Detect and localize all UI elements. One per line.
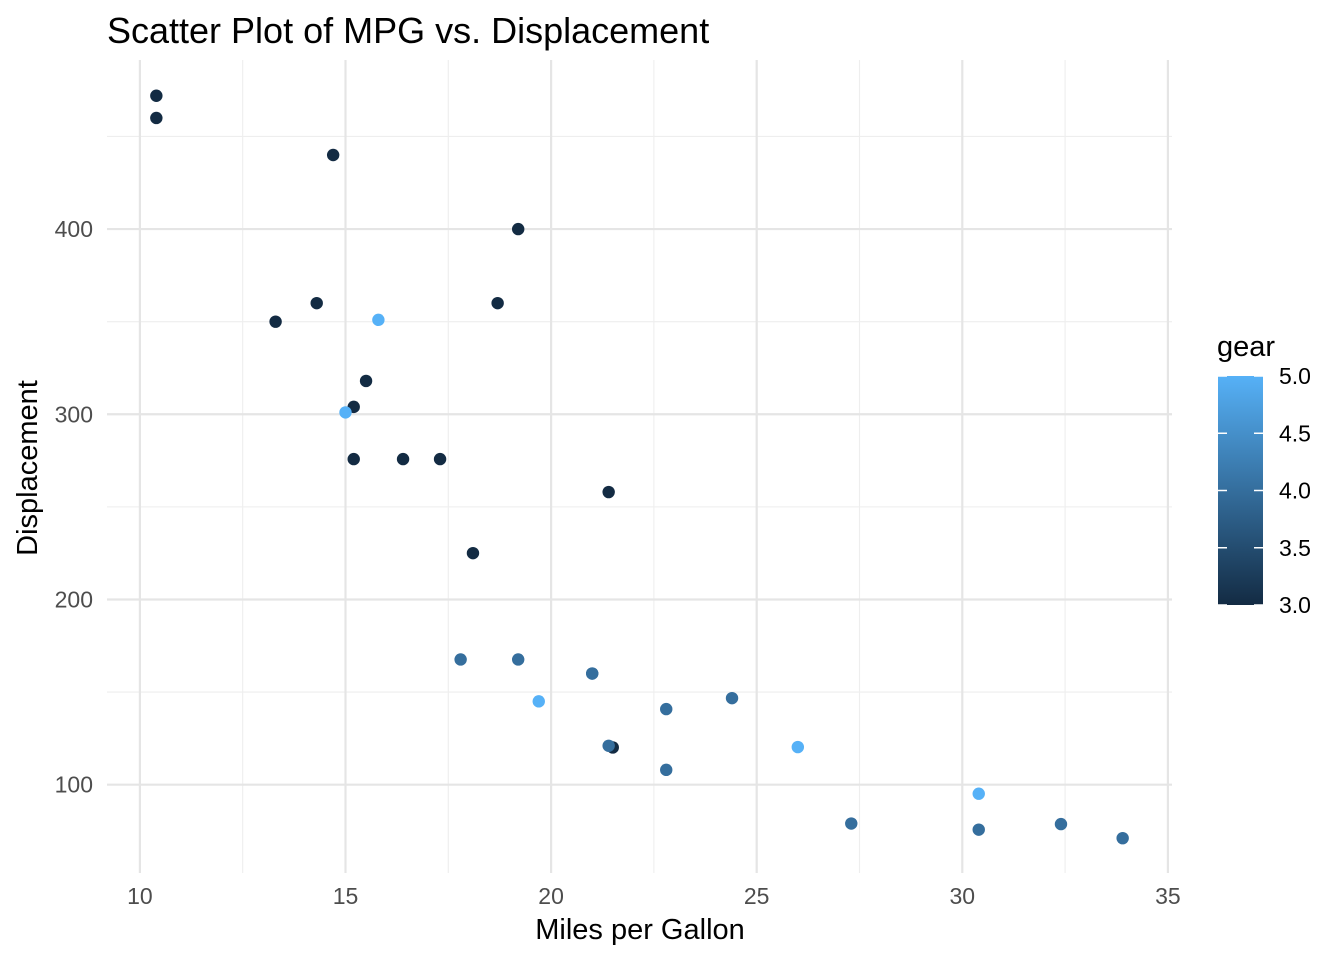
data-point [491,296,504,310]
x-tick-label: 20 [538,883,564,909]
data-point [602,739,615,752]
legend-tick-labels: 3.0 3.5 4.0 4.5 5.0 [1218,363,1311,618]
minor-gridlines [107,60,1172,873]
data-point [511,222,525,236]
data-point [454,653,467,666]
data-point [532,695,545,708]
data-point [269,315,282,328]
chart-title: Scatter Plot of MPG vs. Displacement [107,10,709,51]
y-tick-label: 400 [55,216,93,242]
y-tick-label: 200 [55,586,93,612]
data-point [586,667,599,680]
x-axis-title: Miles per Gallon [535,914,745,946]
data-point [602,485,615,499]
data-point [150,89,163,102]
data-point [725,691,739,705]
data-point [372,313,385,327]
legend-tick-label: 4.0 [1279,478,1311,504]
data-point [326,148,340,162]
major-gridlines [107,60,1172,873]
data-point [433,452,447,466]
data-point [466,546,480,560]
x-tick-label: 30 [949,883,975,909]
legend: gear 3.0 3.5 4.0 4.5 5.0 [1217,331,1311,618]
legend-tick-label: 4.5 [1279,420,1311,446]
x-tick-label: 25 [744,883,770,909]
legend-tick-label: 3.0 [1279,592,1311,618]
data-point [972,787,985,800]
data-point [310,296,323,310]
data-point [1054,817,1068,831]
x-tick-labels: 10 15 20 25 30 35 [127,883,1181,909]
data-point [339,406,352,419]
y-axis-title: Displacement [12,380,44,556]
legend-tick-label: 5.0 [1279,363,1311,389]
data-point [511,653,525,666]
y-tick-label: 100 [55,772,93,798]
x-tick-label: 35 [1155,883,1181,909]
data-point [791,740,805,754]
data-point [359,374,373,388]
data-point [660,763,673,777]
data-point [845,817,858,830]
x-tick-label: 15 [333,883,359,909]
data-point [660,702,673,716]
legend-tick-label: 3.5 [1279,535,1311,561]
data-point [347,452,360,466]
legend-title: gear [1217,331,1275,363]
data-points [150,89,1129,845]
data-point [1116,831,1129,845]
data-point [396,452,410,466]
y-tick-labels: 100 200 300 400 [55,216,93,798]
data-point [972,823,985,836]
data-point [150,111,163,125]
x-tick-label: 10 [127,883,153,909]
y-tick-label: 300 [55,401,93,427]
